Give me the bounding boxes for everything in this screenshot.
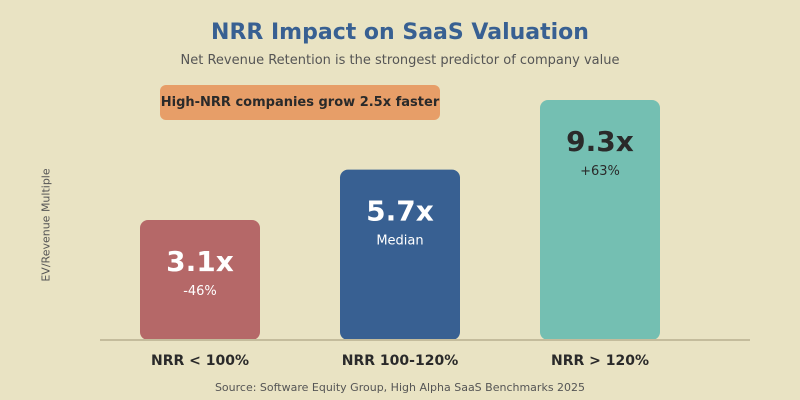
bar-sub-label: +63% bbox=[580, 164, 620, 179]
bar-value-label: 5.7x bbox=[366, 195, 434, 228]
bar-sub-label: -46% bbox=[183, 284, 217, 299]
source-note: Source: Software Equity Group, High Alph… bbox=[214, 381, 586, 394]
bar-value-label: 9.3x bbox=[566, 125, 634, 158]
bar-sub-label: Median bbox=[376, 234, 423, 249]
chart-subtitle: Net Revenue Retention is the strongest p… bbox=[180, 53, 620, 68]
bar bbox=[540, 100, 660, 340]
chart-title: NRR Impact on SaaS Valuation bbox=[211, 20, 589, 45]
bar bbox=[340, 169, 460, 340]
x-tick-label: NRR < 100% bbox=[151, 353, 249, 369]
bar bbox=[140, 220, 260, 340]
x-tick-label: NRR 100-120% bbox=[342, 353, 458, 369]
bar-value-label: 3.1x bbox=[166, 245, 234, 278]
annotation-callout: High-NRR companies grow 2.5x faster bbox=[160, 85, 440, 120]
x-tick-label: NRR > 120% bbox=[551, 353, 649, 369]
